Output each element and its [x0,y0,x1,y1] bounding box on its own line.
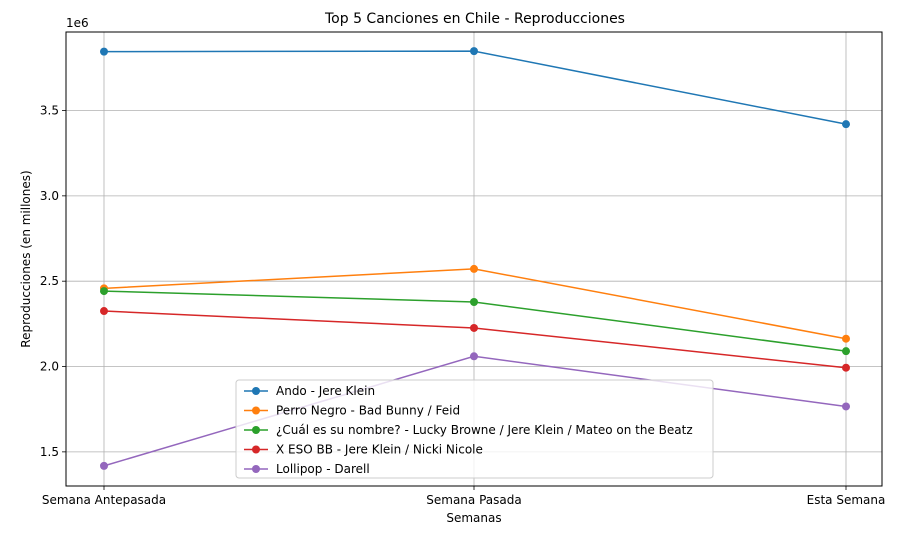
legend-label: ¿Cuál es su nombre? - Lucky Browne / Jer… [276,423,693,437]
data-point [470,352,478,361]
legend-item: Lollipop - Darell [244,462,370,476]
legend-label: Perro Negro - Bad Bunny / Feid [276,404,460,418]
data-point [470,47,478,56]
y-ticks: 1.5 2.0 2.5 3.0 3.5 [40,104,66,459]
legend-marker [252,387,260,395]
x-tick-label: Semana Pasada [426,493,521,507]
y-tick-label: 1.5 [40,445,59,459]
y-tick-label: 3.5 [40,104,59,118]
data-point [470,298,478,307]
data-point [100,47,108,56]
data-point [100,307,108,316]
data-point [842,120,850,129]
legend-marker [252,465,260,473]
data-point [470,264,478,273]
legend-marker [252,406,260,415]
legend-item: ¿Cuál es su nombre? - Lucky Browne / Jer… [244,423,693,437]
legend-box [235,379,714,479]
data-point [470,323,478,332]
legend-marker [252,426,260,434]
x-tick-label: Semana Antepasada [42,493,166,507]
legend-label: Lollipop - Darell [276,462,370,476]
y-offset-label: 1e6 [66,16,89,30]
legend: Ando - Jere Klein Perro Negro - Bad Bunny… [235,379,714,479]
y-tick-label: 3.0 [40,189,59,203]
data-point [842,334,850,343]
x-tick-label: Esta Semana [807,493,886,507]
legend-label: X ESO BB - Jere Klein / Nicki Nicole [276,443,483,457]
x-axis-label: Semanas [446,511,501,525]
legend-item: Perro Negro - Bad Bunny / Feid [244,404,460,418]
data-point [842,347,850,356]
data-point [100,461,108,470]
data-point [842,402,850,411]
legend-item: Ando - Jere Klein [244,384,375,398]
series-3 [100,287,850,356]
y-tick-label: 2.0 [40,360,59,374]
y-axis-label: Reproducciones (en millones) [19,170,33,347]
legend-marker [252,445,260,454]
x-ticks: Semana Antepasada Semana Pasada Esta Seman… [42,486,885,507]
data-point [842,363,850,372]
series-5 [100,352,850,470]
y-tick-label: 2.5 [40,274,59,288]
chart-title: Top 5 Canciones en Chile - Reproduccione… [324,11,625,27]
series-1 [100,47,850,129]
grid [66,32,882,486]
series-4 [100,307,850,372]
legend-item: X ESO BB - Jere Klein / Nicki Nicole [244,443,483,457]
series-line [103,50,847,125]
legend-label: Ando - Jere Klein [276,384,375,398]
series-layer [100,47,850,470]
data-point [100,287,108,296]
